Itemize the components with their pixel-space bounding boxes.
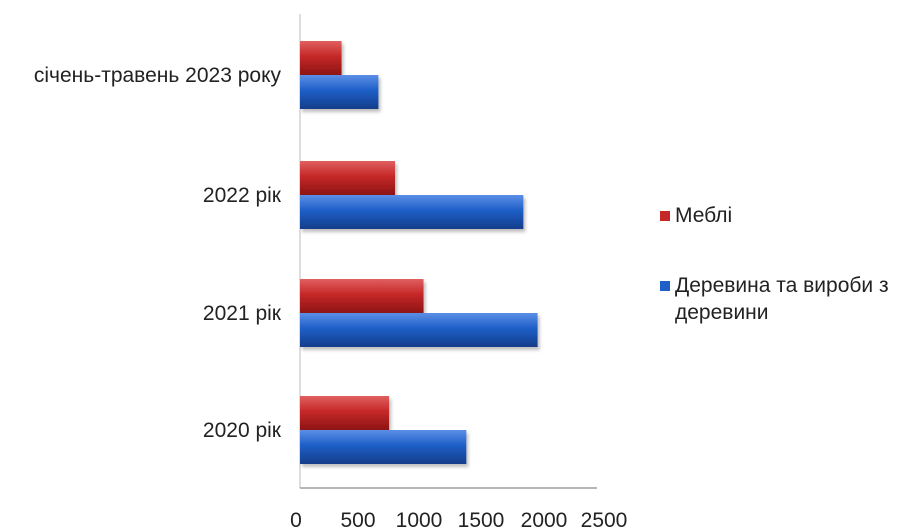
bar-wood-1 xyxy=(300,313,538,347)
bar-wood-3 xyxy=(300,75,379,109)
bar-furniture-0 xyxy=(300,396,390,430)
category-label: 2020 рік xyxy=(203,419,282,442)
legend-label: Меблі xyxy=(675,204,732,227)
bar-wood-2 xyxy=(300,195,524,229)
bar-furniture-1 xyxy=(300,279,424,313)
bar-furniture-2 xyxy=(300,161,396,195)
tick-labels: 0 500 1000 1500 2000 2500 xyxy=(290,509,627,531)
legend-swatch xyxy=(660,281,670,291)
legend-label: Деревина та вироби з xyxy=(675,274,889,297)
bar-wood-0 xyxy=(300,430,467,464)
x-tick-label: 1000 xyxy=(396,509,443,531)
category-labels: 2020 рік 2021 рік 2022 рік січень-травень 2… xyxy=(34,64,282,442)
legend-swatch xyxy=(660,211,670,221)
x-tick-label: 2500 xyxy=(581,509,628,531)
legend: Меблі Деревина та вироби з деревини xyxy=(660,204,889,324)
bar-furniture-3 xyxy=(300,41,342,75)
x-tick-label: 1500 xyxy=(458,509,505,531)
category-label: 2022 рік xyxy=(203,184,282,207)
x-tick-label: 0 xyxy=(290,509,302,531)
category-label: 2021 рік xyxy=(203,302,282,325)
category-label: січень-травень 2023 року xyxy=(34,64,282,87)
x-tick-label: 2000 xyxy=(521,509,568,531)
legend-label-line2: деревини xyxy=(675,301,769,324)
bars-layer xyxy=(300,41,538,464)
x-tick-label: 500 xyxy=(340,509,375,531)
